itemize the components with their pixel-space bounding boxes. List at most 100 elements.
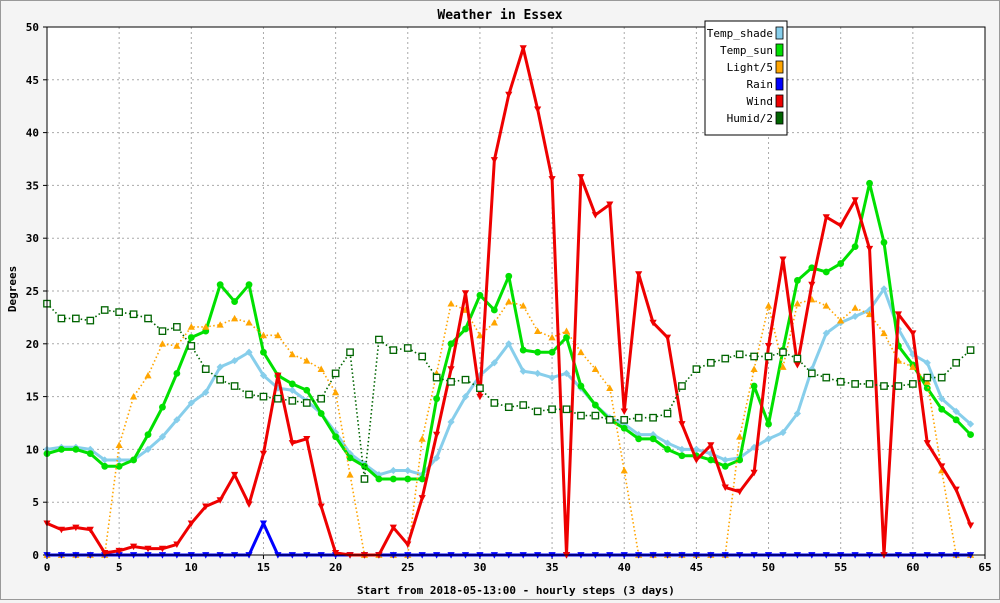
data-point-humid-2 [144, 314, 152, 323]
x-tick-label: 35 [545, 561, 558, 574]
data-point-wind [303, 435, 311, 443]
plot-border [46, 26, 986, 556]
data-point-wind [72, 524, 80, 532]
data-point-humid-2 [793, 354, 802, 363]
data-point-light-5 [909, 363, 917, 370]
data-point-humid-2 [331, 369, 340, 378]
data-point-temp-sun [707, 456, 715, 464]
data-point-temp-sun [375, 475, 383, 483]
data-point-light-5 [519, 302, 527, 309]
legend-label-light-5: Light/5 [727, 61, 773, 74]
data-point-temp-sun [130, 456, 137, 464]
data-point-humid-2 [447, 377, 455, 386]
data-point-light-5 [822, 302, 830, 309]
data-point-temp-sun [144, 431, 152, 439]
data-point-wind [476, 393, 484, 401]
data-point-temp-sun [938, 405, 946, 413]
data-point-light-5 [115, 441, 123, 449]
data-point-wind [779, 256, 787, 263]
data-point-temp-shade [404, 466, 412, 475]
data-point-temp-shade [865, 306, 874, 314]
chart-title: Weather in Essex [437, 8, 562, 23]
data-point-light-5 [750, 365, 758, 373]
data-point-wind [274, 372, 282, 380]
data-point-temp-sun [58, 446, 65, 453]
data-point-light-5 [837, 316, 845, 324]
data-point-temp-shade [490, 359, 498, 367]
data-point-humid-2 [201, 365, 210, 373]
data-point-temp-sun [187, 334, 195, 341]
x-tick-label: 55 [834, 561, 847, 574]
data-point-light-5 [202, 323, 210, 330]
data-point-temp-shade [966, 420, 975, 428]
data-point-humid-2 [259, 392, 268, 401]
data-point-humid-2 [952, 358, 960, 367]
legend-swatch-light-5 [775, 60, 784, 74]
data-point-wind [115, 547, 123, 555]
legend-label-temp-shade: Temp_shade [707, 27, 773, 40]
data-point-light-5 [332, 388, 340, 396]
data-point-wind [404, 541, 412, 549]
data-point-light-5 [259, 331, 268, 339]
data-point-temp-shade [447, 418, 455, 426]
data-point-humid-2 [504, 403, 513, 412]
data-point-humid-2 [274, 394, 282, 403]
data-point-humid-2 [663, 409, 672, 418]
data-point-temp-shade [750, 443, 758, 451]
data-point-light-5 [793, 300, 801, 307]
data-point-temp-sun [303, 386, 311, 394]
data-point-humid-2 [158, 327, 167, 335]
x-tick-label: 25 [401, 561, 414, 574]
data-point-light-5 [591, 365, 599, 373]
data-point-temp-shade [909, 350, 917, 358]
data-point-temp-shade [707, 450, 715, 458]
data-point-wind [649, 319, 657, 327]
data-point-wind [505, 91, 513, 99]
x-tick-label: 50 [762, 561, 775, 574]
data-point-wind [173, 541, 181, 549]
data-point-humid-2 [634, 413, 643, 422]
data-point-humid-2 [649, 413, 657, 422]
data-point-wind [822, 214, 830, 221]
data-point-humid-2 [519, 401, 528, 409]
data-point-humid-2 [865, 380, 874, 388]
data-point-wind [231, 471, 239, 479]
y-tick-label: 35 [26, 179, 39, 192]
data-point-temp-sun [490, 306, 498, 314]
data-point-light-5 [231, 314, 239, 322]
data-point-humid-2 [923, 373, 932, 382]
data-point-temp-shade [245, 348, 253, 356]
data-point-temp-sun [317, 410, 325, 417]
series-temp-shade [43, 285, 975, 479]
data-point-temp-sun [967, 431, 974, 439]
data-point-humid-2 [403, 344, 412, 352]
data-point-humid-2 [533, 407, 542, 416]
data-point-humid-2 [678, 382, 686, 390]
data-point-wind [938, 463, 946, 470]
data-point-light-5 [548, 333, 556, 341]
data-point-temp-sun [591, 401, 599, 409]
data-point-wind [750, 469, 758, 477]
y-tick-label: 45 [26, 74, 39, 87]
data-point-light-5 [880, 329, 888, 337]
data-point-temp-shade [375, 471, 383, 479]
data-point-temp-shade [173, 416, 181, 424]
data-point-wind [187, 520, 195, 527]
data-point-temp-shade [663, 439, 672, 447]
data-point-temp-shade [678, 445, 686, 453]
data-point-temp-shade [202, 388, 210, 396]
legend-swatch-wind [775, 94, 784, 108]
data-point-humid-2 [173, 323, 181, 331]
data-point-light-5 [490, 319, 498, 326]
data-point-temp-shade [880, 285, 888, 293]
data-point-humid-2 [692, 365, 701, 373]
data-point-temp-sun [418, 475, 426, 483]
data-point-humid-2 [605, 415, 614, 424]
data-point-humid-2 [115, 308, 124, 316]
data-point-wind [57, 526, 66, 534]
data-point-light-5 [923, 378, 931, 385]
data-point-humid-2 [302, 399, 311, 407]
data-point-humid-2 [418, 352, 427, 361]
data-point-temp-sun [620, 424, 628, 432]
data-point-temp-sun [880, 239, 888, 246]
